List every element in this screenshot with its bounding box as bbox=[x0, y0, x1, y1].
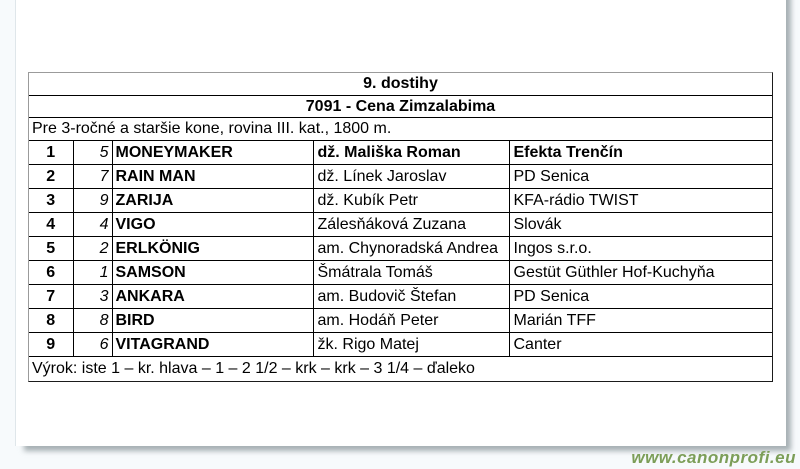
cell-jockey: dž. Kubík Petr bbox=[313, 188, 510, 213]
cell-position: 2 bbox=[29, 164, 74, 189]
cell-horse-name: VIGO bbox=[112, 212, 314, 237]
results-table-wrapper: 9. dostihy 7091 - Cena Zimzalabima Pre 3… bbox=[28, 72, 773, 382]
cell-horse-name: MONEYMAKER bbox=[112, 140, 314, 165]
document-sheet: 9. dostihy 7091 - Cena Zimzalabima Pre 3… bbox=[15, 0, 786, 446]
cell-stable: PD Senica bbox=[509, 164, 772, 189]
cell-stable: Efekta Trenčín bbox=[509, 140, 772, 165]
table-row: 2 7 RAIN MAN dž. Línek Jaroslav PD Senica bbox=[29, 164, 772, 189]
race-header: 9. dostihy bbox=[29, 73, 772, 96]
cell-start-number: 4 bbox=[73, 212, 113, 237]
footer-section: Výrok: iste 1 – kr. hlava – 1 – 2 1/2 – … bbox=[29, 356, 772, 381]
cell-stable: Gestüt Güthler Hof-Kuchyňa bbox=[509, 260, 772, 285]
table-row: 3 9 ZARIJA dž. Kubík Petr KFA-rádio TWIST bbox=[29, 188, 772, 213]
header-section: 9. dostihy 7091 - Cena Zimzalabima Pre 3… bbox=[29, 73, 772, 141]
cell-position: 1 bbox=[29, 140, 74, 165]
cell-horse-name: ZARIJA bbox=[112, 188, 314, 213]
race-conditions-row: Pre 3-ročné a staršie kone, rovina III. … bbox=[29, 117, 772, 141]
cell-position: 8 bbox=[29, 308, 74, 333]
cell-position: 7 bbox=[29, 284, 74, 309]
cell-position: 9 bbox=[29, 332, 74, 357]
race-title: 7091 - Cena Zimzalabima bbox=[29, 95, 772, 118]
cell-jockey: dž. Línek Jaroslav bbox=[313, 164, 510, 189]
race-conditions: Pre 3-ročné a staršie kone, rovina III. … bbox=[29, 117, 772, 141]
cell-start-number: 6 bbox=[73, 332, 113, 357]
cell-start-number: 1 bbox=[73, 260, 113, 285]
cell-start-number: 3 bbox=[73, 284, 113, 309]
verdict-line: Výrok: iste 1 – kr. hlava – 1 – 2 1/2 – … bbox=[32, 360, 475, 378]
cell-start-number: 5 bbox=[73, 140, 113, 165]
table-row: 4 4 VIGO Zálesňáková Zuzana Slovák bbox=[29, 212, 772, 237]
race-title-row: 7091 - Cena Zimzalabima bbox=[29, 95, 772, 118]
cell-start-number: 9 bbox=[73, 188, 113, 213]
cell-jockey: am. Budovič Štefan bbox=[313, 284, 510, 309]
cell-horse-name: ANKARA bbox=[112, 284, 314, 309]
cell-stable: PD Senica bbox=[509, 284, 772, 309]
cell-horse-name: ERLKÖNIG bbox=[112, 236, 314, 261]
cell-stable: Marián TFF bbox=[509, 308, 772, 333]
cell-position: 4 bbox=[29, 212, 74, 237]
cell-horse-name: SAMSON bbox=[112, 260, 314, 285]
cell-stable: Slovák bbox=[509, 212, 772, 237]
cell-horse-name: BIRD bbox=[112, 308, 314, 333]
table-row: 1 5 MONEYMAKER dž. Mališka Roman Efekta Tren… bbox=[29, 140, 772, 165]
cell-stable: KFA-rádio TWIST bbox=[509, 188, 772, 213]
table-row: 8 8 BIRD am. Hodáň Peter Marián TFF bbox=[29, 308, 772, 333]
table-row: 9 6 VITAGRAND žk. Rigo Matej Canter bbox=[29, 332, 772, 357]
cell-jockey: žk. Rigo Matej bbox=[313, 332, 510, 357]
table-row: 5 2 ERLKÖNIG am. Chynoradská Andrea Ingos s.… bbox=[29, 236, 772, 261]
cell-position: 6 bbox=[29, 260, 74, 285]
cell-position: 3 bbox=[29, 188, 74, 213]
cell-stable: Ingos s.r.o. bbox=[509, 236, 772, 261]
cell-jockey: dž. Mališka Roman bbox=[313, 140, 510, 165]
cell-stable: Canter bbox=[509, 332, 772, 357]
cell-horse-name: RAIN MAN bbox=[112, 164, 314, 189]
results-table: 9. dostihy 7091 - Cena Zimzalabima Pre 3… bbox=[29, 73, 772, 381]
watermark-text: www.canonprofi.eu bbox=[631, 448, 796, 467]
cell-jockey: Šmátrala Tomáš bbox=[313, 260, 510, 285]
cell-start-number: 2 bbox=[73, 236, 113, 261]
race-header-row: 9. dostihy bbox=[29, 73, 772, 96]
table-row: 7 3 ANKARA am. Budovič Štefan PD Senica bbox=[29, 284, 772, 309]
cell-jockey: Zálesňáková Zuzana bbox=[313, 212, 510, 237]
table-row: 6 1 SAMSON Šmátrala Tomáš Gestüt Güthler Hof… bbox=[29, 260, 772, 285]
cell-position: 5 bbox=[29, 236, 74, 261]
cell-jockey: am. Hodáň Peter bbox=[313, 308, 510, 333]
cell-jockey: am. Chynoradská Andrea bbox=[313, 236, 510, 261]
verdict-row: Výrok: iste 1 – kr. hlava – 1 – 2 1/2 – … bbox=[29, 356, 772, 381]
cell-start-number: 8 bbox=[73, 308, 113, 333]
cell-start-number: 7 bbox=[73, 164, 113, 189]
results-body: 1 5 MONEYMAKER dž. Mališka Roman Efekta Tren… bbox=[29, 140, 772, 357]
cell-horse-name: VITAGRAND bbox=[112, 332, 314, 357]
